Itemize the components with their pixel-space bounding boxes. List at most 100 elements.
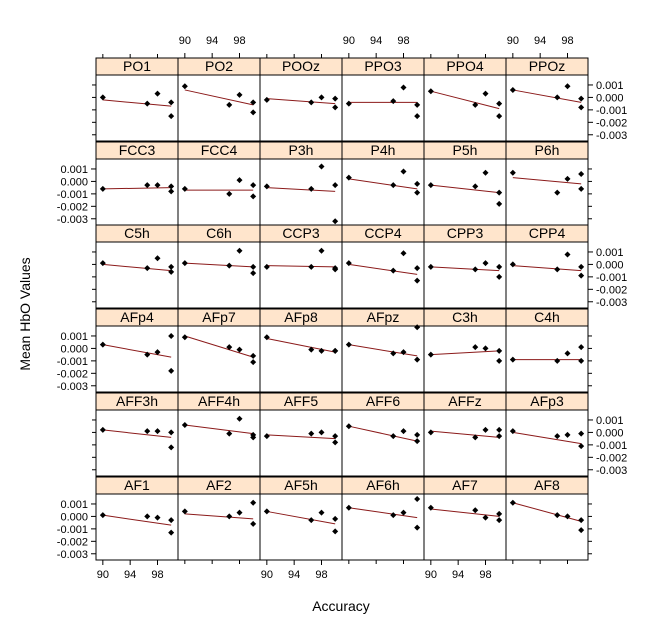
panel-strip-label: C3h [452, 309, 478, 325]
regression-line [266, 265, 336, 268]
data-point [509, 428, 516, 435]
data-point [154, 182, 161, 189]
data-point [496, 273, 503, 280]
data-point [554, 189, 561, 196]
panel-c5h: C5h [95, 224, 179, 309]
data-point [496, 426, 503, 433]
data-point [144, 428, 151, 435]
data-point [236, 247, 243, 254]
data-point [168, 99, 175, 106]
data-point [427, 88, 434, 95]
data-point [564, 350, 571, 357]
panel-frame [177, 74, 261, 142]
panel-frame [341, 493, 425, 561]
y-tick-label: 0.000 [60, 343, 88, 355]
data-point [390, 267, 397, 274]
data-point [154, 514, 161, 521]
data-point [414, 277, 421, 284]
y-tick-label: 0.000 [60, 176, 88, 188]
data-point [154, 255, 161, 262]
y-tick-label: -0.001 [596, 440, 627, 452]
panel-strip-label: P3h [289, 142, 314, 158]
x-tick-label: 94 [206, 35, 218, 47]
panel-affz: AFFz [423, 392, 507, 477]
data-point [472, 507, 479, 514]
data-point [250, 263, 257, 270]
panel-frame [341, 241, 425, 309]
panel-strip-label: CCP3 [282, 225, 320, 241]
data-point [332, 104, 339, 111]
data-point [168, 444, 175, 451]
panel-strip-label: C5h [124, 225, 150, 241]
panel-fcc4: FCC4 [177, 141, 261, 226]
data-point [400, 250, 407, 257]
panel-afp3: AFp3 [505, 392, 589, 477]
data-point [181, 83, 188, 90]
data-point [181, 260, 188, 267]
panel-frame [177, 241, 261, 309]
data-point [181, 421, 188, 428]
panel-strip-label: AFF3h [116, 393, 158, 409]
data-point [390, 512, 397, 519]
data-point [308, 517, 315, 524]
panel-cpp4: CPP4 [505, 224, 589, 309]
data-point [509, 261, 516, 268]
panel-frame [95, 493, 179, 561]
data-point [168, 529, 175, 536]
panel-frame [177, 325, 261, 393]
data-point [332, 347, 339, 354]
panel-af5h: AF5h [259, 476, 343, 561]
data-point [509, 356, 516, 363]
x-tick-label: 94 [370, 35, 382, 47]
y-tick-label: -0.002 [596, 284, 627, 296]
data-point [414, 101, 421, 108]
data-point [168, 429, 175, 436]
data-point [144, 100, 151, 107]
panel-af7: AF7 [423, 476, 507, 561]
data-point [318, 347, 325, 354]
data-point [400, 349, 407, 356]
regression-line [430, 266, 500, 272]
panel-cpp3: CPP3 [423, 224, 507, 309]
data-point [414, 438, 421, 445]
panel-aff5: AFF5 [259, 392, 343, 477]
panel-aff6: AFF6 [341, 392, 425, 477]
data-point [578, 95, 585, 102]
data-point [345, 260, 352, 267]
data-point [578, 527, 585, 534]
data-point [414, 189, 421, 196]
x-tick-label: 90 [425, 569, 437, 581]
panel-frame [423, 241, 507, 309]
panel-frame [423, 409, 507, 477]
y-tick-label: -0.002 [57, 368, 88, 380]
y-tick-label: -0.001 [596, 272, 627, 284]
panel-frame [177, 409, 261, 477]
regression-line [348, 263, 418, 275]
panel-ccp3: CCP3 [259, 224, 343, 309]
data-point [496, 200, 503, 207]
panel-strip-label: AF1 [124, 477, 150, 493]
data-point [390, 182, 397, 189]
panel-strip-label: PPO4 [446, 58, 484, 74]
data-point [509, 169, 516, 176]
y-tick-label: 0.000 [596, 92, 624, 104]
panel-strip-label: PPO3 [364, 58, 402, 74]
axes-layer: 90 94 98 90 94 98 90 94 98 90 94 98 90 94 98 90 94 98 0.00… [57, 35, 627, 581]
data-point [144, 513, 151, 520]
panel-frame [423, 74, 507, 142]
panel-c6h: C6h [177, 224, 261, 309]
panel-p6h: P6h [505, 141, 589, 226]
data-point [308, 346, 315, 353]
data-point [181, 185, 188, 192]
panel-aff4h: AFF4h [177, 392, 261, 477]
data-point [226, 430, 233, 437]
data-point [332, 528, 339, 535]
panel-strip-label: AF2 [206, 477, 232, 493]
panel-strip-label: PO1 [123, 58, 151, 74]
x-axis-title: Accuracy [312, 598, 370, 614]
panel-af8: AF8 [505, 476, 589, 561]
data-point [250, 499, 257, 506]
panel-frame [95, 325, 179, 393]
data-point [554, 433, 561, 440]
data-point [482, 260, 489, 267]
